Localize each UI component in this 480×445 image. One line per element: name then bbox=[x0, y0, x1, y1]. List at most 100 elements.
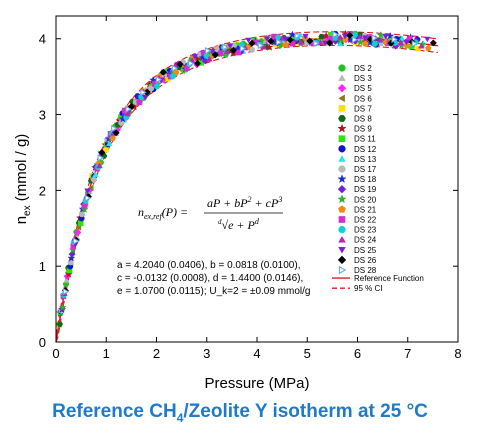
data-point-ds25 bbox=[302, 33, 309, 40]
legend-marker-ds8 bbox=[338, 115, 346, 122]
data-point-ds24 bbox=[278, 35, 286, 41]
data-point-ds24 bbox=[356, 33, 364, 39]
data-point-ds17 bbox=[91, 176, 98, 183]
data-point-ds25 bbox=[84, 188, 91, 195]
data-point-ds26 bbox=[193, 59, 202, 67]
legend-marker-ds11 bbox=[338, 135, 346, 143]
parameter-block: a = 4.2040 (0.0406), b = 0.0818 (0.0100)… bbox=[117, 260, 310, 297]
data-point-ds28 bbox=[294, 32, 301, 40]
y-tick-label: 4 bbox=[39, 32, 46, 47]
data-point-ds28 bbox=[351, 36, 359, 44]
x-tick-label: 7 bbox=[404, 346, 411, 361]
legend-label: DS 9 bbox=[354, 125, 372, 134]
legend-marker-ds23 bbox=[338, 225, 346, 234]
data-point-ds6 bbox=[88, 184, 94, 192]
y-axis-label: nex (mmol / g) bbox=[13, 134, 33, 225]
legend-marker-ds5 bbox=[337, 83, 347, 93]
data-point-ds19 bbox=[68, 250, 76, 258]
data-point-ds13 bbox=[336, 40, 344, 47]
y-tick-label: 1 bbox=[39, 259, 46, 274]
data-point-ds24 bbox=[397, 39, 404, 45]
data-point-ds26 bbox=[159, 68, 167, 76]
data-point-ds26 bbox=[112, 129, 120, 137]
equation-numerator: aP + bP2 + cP3 bbox=[207, 195, 282, 210]
data-point-ds5 bbox=[74, 228, 82, 237]
equation-lhs: nex,ref(P) = bbox=[138, 205, 188, 221]
legend-marker-ds25 bbox=[338, 246, 346, 254]
data-point-ds8 bbox=[56, 321, 63, 327]
data-point-ds25 bbox=[245, 37, 252, 44]
legend-label: DS 8 bbox=[354, 115, 372, 124]
data-point-ds28 bbox=[239, 44, 247, 53]
data-point-ds22 bbox=[218, 50, 224, 57]
data-point-ds9 bbox=[64, 270, 73, 278]
data-point-ds28 bbox=[371, 34, 378, 42]
data-point-ds25 bbox=[361, 35, 369, 42]
data-point-ds22 bbox=[290, 40, 296, 47]
data-point-ds22 bbox=[81, 203, 88, 209]
legend-marker-ds3 bbox=[338, 74, 346, 81]
data-point-ds23 bbox=[153, 83, 160, 90]
data-point-ds26 bbox=[286, 36, 294, 44]
data-point-ds28 bbox=[222, 43, 229, 51]
data-point-ds28 bbox=[391, 35, 398, 44]
x-tick-label: 5 bbox=[304, 346, 311, 361]
legend-label: DS 28 bbox=[354, 266, 377, 275]
legend-marker-ds6 bbox=[338, 94, 345, 103]
data-point-ds13 bbox=[92, 171, 99, 177]
x-tick-label: 4 bbox=[253, 346, 260, 361]
data-point-ds26 bbox=[326, 39, 334, 47]
legend-marker-ds19 bbox=[337, 184, 347, 194]
data-point-ds21 bbox=[282, 41, 289, 48]
data-point-ds23 bbox=[169, 73, 177, 80]
legend-label: DS 26 bbox=[354, 256, 377, 265]
parameter-line-3: e = 1.0700 (0.0115); U_k=2 = ±0.09 mmol/… bbox=[117, 286, 310, 297]
caption-suffix: /Zeolite Y isotherm at 25 °C bbox=[183, 401, 428, 422]
data-point-ds28 bbox=[111, 124, 118, 133]
data-point-ds24 bbox=[317, 39, 324, 46]
legend-label: DS 6 bbox=[354, 94, 372, 103]
data-point-ds23 bbox=[371, 40, 378, 47]
legend-marker-ds22 bbox=[338, 216, 346, 223]
data-point-ds25 bbox=[191, 54, 199, 60]
data-point-ds21 bbox=[425, 44, 432, 52]
data-point-ds26 bbox=[267, 37, 275, 45]
data-point-ds28 bbox=[411, 40, 419, 48]
legend-label: DS 17 bbox=[354, 165, 377, 174]
data-point-ds21 bbox=[403, 42, 411, 49]
data-point-ds18 bbox=[67, 253, 76, 262]
legend-marker-ds24 bbox=[338, 236, 346, 243]
data-point-ds28 bbox=[125, 105, 132, 113]
data-point-ds28 bbox=[204, 47, 212, 55]
data-point-ds7 bbox=[415, 45, 421, 52]
data-point-ds24 bbox=[377, 36, 384, 43]
legend-label: Reference Function bbox=[354, 274, 424, 283]
legend-label: DS 13 bbox=[354, 155, 377, 164]
data-point-ds13 bbox=[106, 140, 113, 147]
data-point-ds28 bbox=[84, 194, 92, 202]
data-point-ds25 bbox=[403, 39, 410, 46]
data-point-ds28 bbox=[155, 75, 163, 84]
y-tick-label: 3 bbox=[39, 108, 46, 123]
legend-label: DS 25 bbox=[354, 246, 377, 255]
caption-subscript: 4 bbox=[176, 410, 184, 425]
legend-marker-ds9 bbox=[337, 123, 347, 133]
legend-marker-ds7 bbox=[338, 105, 346, 112]
y-tick-label: 2 bbox=[39, 183, 46, 198]
axes: 0 1 2 3 4 5 6 7 8 0 1 2 3 4 Pressure (MPa) nex (mmol / … bbox=[13, 15, 462, 392]
data-point-ds28 bbox=[171, 64, 179, 73]
data-point-ds28 bbox=[313, 39, 320, 48]
data-point-ds28 bbox=[140, 88, 147, 97]
data-point-ds20 bbox=[356, 38, 365, 46]
data-point-ds26 bbox=[143, 88, 151, 96]
data-point-ds24 bbox=[336, 33, 344, 40]
data-point-ds26 bbox=[248, 39, 256, 47]
data-point-ds28 bbox=[275, 38, 283, 46]
data-point-ds20 bbox=[58, 303, 67, 311]
data-point-ds17 bbox=[78, 211, 85, 218]
data-point-ds25 bbox=[263, 36, 271, 42]
legend-marker-ds20 bbox=[337, 194, 347, 204]
data-point-ds22 bbox=[136, 99, 143, 106]
equation-denominator: d√e + Pd bbox=[218, 217, 260, 232]
